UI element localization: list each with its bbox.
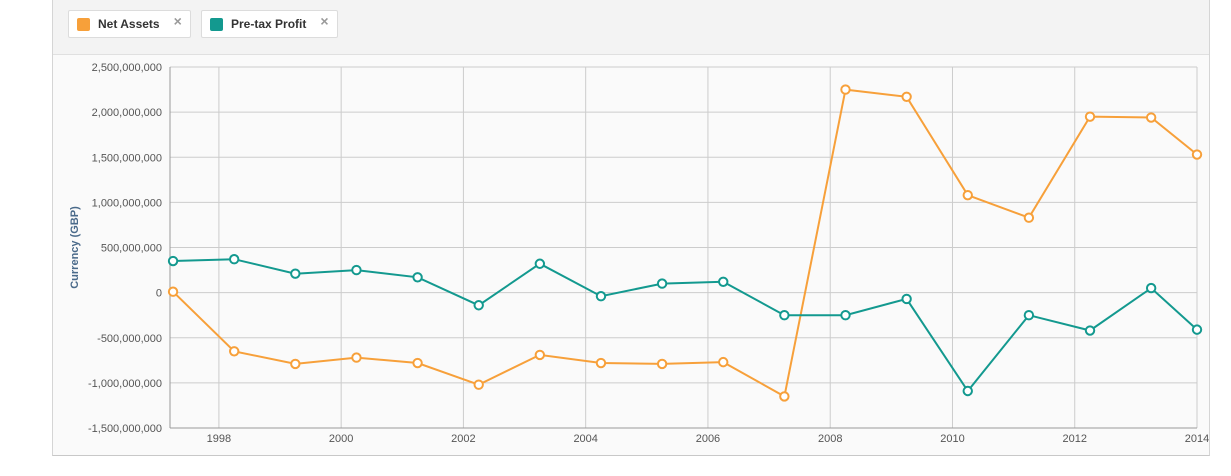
y-axis-label: Currency (GBP) (69, 206, 81, 289)
data-point-pre-tax-profit (534, 258, 546, 269)
legend-chip-pre-tax-profit[interactable]: Pre-tax Profit × (201, 10, 338, 38)
x-tick-label: 2008 (818, 433, 842, 445)
data-point-net-assets (290, 358, 301, 370)
data-point-pre-tax-profit (473, 300, 484, 311)
data-point-net-assets (901, 91, 912, 102)
data-point-pre-tax-profit (1191, 324, 1203, 335)
data-point-net-assets (1023, 212, 1035, 223)
data-point-net-assets (718, 356, 729, 368)
data-point-pre-tax-profit (840, 309, 851, 321)
data-point-net-assets (656, 358, 668, 370)
y-tick-label: -1,000,000,000 (88, 378, 162, 390)
data-point-net-assets (840, 84, 851, 95)
data-point-pre-tax-profit (656, 278, 668, 289)
data-point-pre-tax-profit (290, 268, 301, 279)
x-tick-label: 2014 (1185, 433, 1209, 445)
y-tick-label: 1,500,000,000 (92, 152, 162, 164)
data-point-pre-tax-profit (962, 385, 973, 397)
data-point-net-assets (534, 349, 546, 361)
y-tick-label: 1,000,000,000 (92, 197, 162, 209)
pre-tax-profit-swatch (210, 17, 223, 31)
net-assets-swatch (77, 17, 90, 31)
series-line-pre-tax-profit (173, 258, 1198, 393)
data-point-pre-tax-profit (1023, 309, 1035, 321)
close-icon[interactable]: × (320, 13, 329, 29)
y-tick-label: 2,000,000,000 (92, 107, 162, 119)
data-point-net-assets (473, 379, 484, 390)
data-point-net-assets (351, 352, 362, 363)
x-tick-label: 2000 (329, 433, 353, 445)
data-point-net-assets (1084, 111, 1096, 122)
data-point-net-assets (1191, 149, 1203, 160)
data-point-pre-tax-profit (1145, 282, 1157, 294)
x-tick-label: 2010 (940, 433, 964, 445)
data-point-net-assets (167, 286, 179, 297)
x-tick-label: 2002 (451, 433, 475, 445)
x-tick-label: 2006 (696, 433, 720, 445)
data-point-pre-tax-profit (167, 255, 179, 267)
data-point-net-assets (412, 357, 423, 369)
y-tick-label: 500,000,000 (101, 243, 162, 255)
data-point-pre-tax-profit (412, 272, 423, 283)
data-point-net-assets (779, 391, 790, 402)
data-point-net-assets (595, 357, 607, 369)
data-point-pre-tax-profit (1084, 325, 1096, 336)
y-tick-label: 2,500,000,000 (92, 62, 162, 74)
series-line-net-assets (172, 88, 1198, 398)
y-tick-label: -500,000,000 (97, 333, 162, 345)
data-point-pre-tax-profit (718, 276, 729, 287)
data-point-pre-tax-profit (595, 291, 607, 302)
data-point-net-assets (228, 346, 240, 357)
y-tick-label: -1,500,000,000 (88, 423, 162, 435)
data-point-net-assets (1145, 112, 1157, 123)
legend-label-pre-tax-profit: Pre-tax Profit (231, 17, 307, 31)
legend-chip-net-assets[interactable]: Net Assets × (68, 10, 191, 38)
legend-bar: Net Assets × Pre-tax Profit × (53, 0, 1209, 55)
x-tick-label: 1998 (207, 433, 231, 445)
data-point-net-assets (962, 189, 973, 201)
x-tick-label: 2004 (573, 433, 597, 445)
data-point-pre-tax-profit (228, 254, 240, 265)
data-point-pre-tax-profit (351, 264, 362, 276)
data-point-pre-tax-profit (901, 293, 912, 305)
close-icon[interactable]: × (173, 13, 182, 29)
data-point-pre-tax-profit (779, 309, 790, 321)
x-tick-label: 2012 (1062, 433, 1086, 445)
y-tick-label: 0 (156, 288, 162, 300)
legend-label-net-assets: Net Assets (98, 17, 160, 31)
